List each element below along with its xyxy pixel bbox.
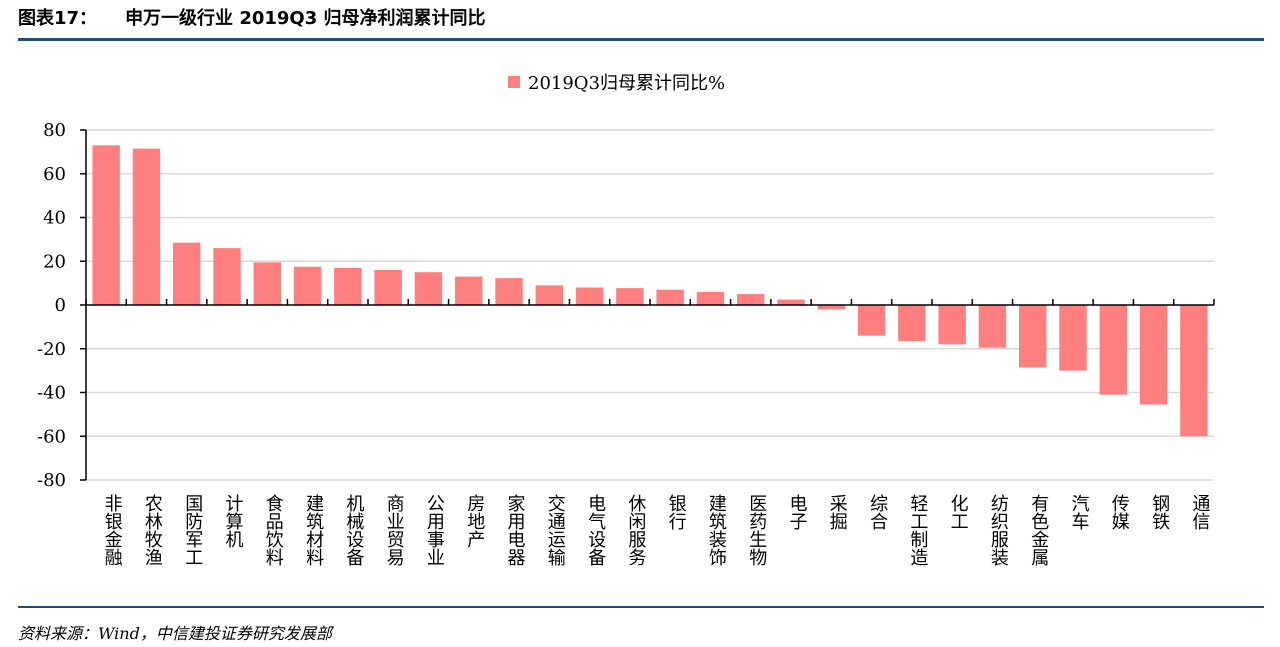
figure-title: 申万一级行业 2019Q3 归母净利润累计同比 — [125, 8, 486, 29]
y-tick-label: -40 — [37, 383, 66, 404]
x-category-label: 建筑材料 — [303, 494, 324, 566]
figure-number: 图表17： — [18, 8, 98, 29]
x-category-label: 建筑装饰 — [706, 494, 727, 566]
x-category-label: 机械设备 — [343, 494, 364, 566]
bar — [737, 294, 765, 305]
bar — [1180, 305, 1208, 437]
bar — [253, 262, 281, 305]
bar — [293, 266, 322, 305]
bar — [777, 299, 805, 305]
y-tick-label: -60 — [37, 426, 66, 447]
x-category-label: 电气设备 — [585, 494, 606, 566]
x-category-label: 电子 — [787, 494, 808, 530]
x-category-label: 食品饮料 — [263, 494, 284, 566]
x-category-label: 医药生物 — [746, 494, 767, 566]
bar — [132, 148, 161, 305]
bar — [495, 278, 523, 305]
y-tick-label: 80 — [43, 120, 66, 141]
x-category-label: 国防军工 — [182, 494, 203, 566]
x-category-labels: 非银金融 农林牧渔 国防军工 计算机 食品饮料 建筑材料 机械设备 商业贸易 公用事业 房地产 家用… — [102, 494, 1211, 567]
axes — [80, 129, 1215, 481]
bar — [213, 248, 241, 305]
top-rule — [18, 38, 1264, 41]
source-note: 资料来源：Wind，中信建投证券研究发展部 — [18, 624, 332, 643]
bar — [978, 305, 1007, 348]
y-tick-label: 20 — [43, 251, 66, 272]
bar — [857, 305, 886, 336]
legend: 2019Q3归母累计同比% — [508, 73, 725, 94]
x-category-label: 有色金属 — [1028, 494, 1049, 566]
bars — [92, 145, 1208, 437]
legend-label: 2019Q3归母累计同比% — [528, 73, 725, 94]
bar — [173, 242, 201, 305]
bar — [616, 288, 644, 305]
bar — [374, 270, 402, 305]
bar — [656, 289, 684, 305]
y-tick-label: -80 — [37, 470, 66, 491]
x-category-label: 钢铁 — [1149, 494, 1170, 530]
bar — [414, 272, 443, 305]
x-category-label: 家用电器 — [505, 494, 526, 566]
x-category-label: 采掘 — [827, 494, 848, 530]
bar — [92, 145, 120, 305]
bar — [535, 285, 563, 305]
bar — [1099, 305, 1127, 395]
y-tick-label: 40 — [43, 208, 66, 229]
x-category-label: 化工 — [948, 494, 969, 530]
x-category-label: 商业贸易 — [384, 494, 405, 567]
bar — [575, 287, 604, 305]
x-category-label: 公用事业 — [424, 494, 445, 566]
bar — [334, 267, 362, 305]
legend-swatch — [508, 76, 520, 88]
bar — [938, 305, 966, 345]
bar — [1059, 305, 1087, 371]
bar — [1139, 305, 1168, 405]
x-category-label: 通信 — [1189, 494, 1210, 530]
bar — [696, 291, 725, 305]
bar — [817, 305, 845, 310]
y-tick-labels: 80 60 40 20 0 -20 -40 -60 -80 — [37, 120, 66, 491]
x-category-label: 传媒 — [1109, 494, 1130, 530]
y-tick-label: 60 — [43, 164, 66, 185]
x-category-label: 综合 — [867, 494, 888, 530]
x-category-label: 交通运输 — [545, 494, 566, 567]
bottom-rule — [18, 606, 1264, 608]
x-category-label: 房地产 — [464, 494, 485, 548]
y-tick-label: -20 — [37, 339, 66, 360]
x-category-label: 休闲服务 — [625, 494, 646, 566]
x-category-label: 纺织服装 — [988, 494, 1009, 566]
x-category-label: 轻工制造 — [907, 494, 928, 566]
bar — [1019, 305, 1047, 368]
bar — [898, 305, 926, 342]
figure-header: 图表17： 申万一级行业 2019Q3 归母净利润累计同比 — [18, 4, 486, 30]
bar — [455, 276, 483, 305]
x-category-label: 非银金融 — [102, 494, 123, 566]
x-category-label: 农林牧渔 — [142, 494, 163, 566]
bar-chart: 2019Q3归母累计同比% 80 60 40 20 0 -20 -40 -60 -80 非银金融… — [37, 73, 1215, 567]
x-category-label: 计算机 — [223, 494, 244, 548]
gridlines — [86, 129, 1214, 481]
x-category-label: 汽车 — [1069, 494, 1090, 530]
x-category-label: 银行 — [666, 494, 687, 530]
y-tick-label: 0 — [55, 295, 66, 316]
